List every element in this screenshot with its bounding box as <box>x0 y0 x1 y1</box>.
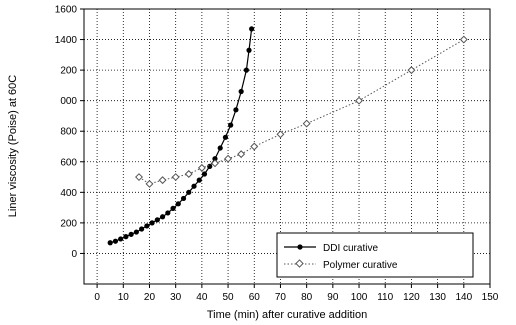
y-tick-label: 000 <box>60 96 77 107</box>
data-point <box>233 107 239 113</box>
data-point <box>249 26 255 32</box>
x-tick-label: 70 <box>275 292 287 303</box>
data-point <box>201 171 208 177</box>
data-point <box>154 217 160 223</box>
data-point <box>128 231 134 237</box>
data-point <box>158 176 167 185</box>
x-axis-title: Time (min) after curative addition <box>207 309 367 321</box>
x-tick-label: 120 <box>403 292 420 303</box>
x-tick-label: 90 <box>327 292 339 303</box>
y-tick-label: 600 <box>60 157 77 168</box>
x-tick-label: 30 <box>170 292 182 303</box>
legend-label-ddi: DDI curative <box>323 243 378 254</box>
x-tick-label: 80 <box>301 292 313 303</box>
data-point <box>144 223 150 229</box>
x-axis-ticks: 0 10 20 30 40 50 60 70 80 90 100 110 120 130 140 150 <box>94 284 499 303</box>
y-tick-label: 800 <box>60 127 77 138</box>
series-polymer-curative <box>135 35 468 188</box>
data-point <box>211 159 219 168</box>
data-point <box>459 35 468 44</box>
y-tick-label: 200 <box>60 218 77 229</box>
data-point <box>237 150 246 159</box>
data-point <box>186 189 192 195</box>
data-point <box>355 96 363 105</box>
data-point <box>107 240 113 246</box>
data-point <box>171 173 180 182</box>
data-point <box>228 122 234 128</box>
data-point <box>149 220 155 226</box>
x-tick-label: 100 <box>351 292 368 303</box>
data-point <box>224 154 233 163</box>
data-point <box>123 234 129 240</box>
legend: DDI curative Polymer curative <box>276 232 474 278</box>
y-axis-title: Liner viscosity (Poise) at 60C <box>7 75 19 217</box>
x-tick-label: 50 <box>223 292 235 303</box>
legend-box <box>276 232 474 278</box>
data-point <box>133 229 139 235</box>
x-tick-label: 60 <box>249 292 261 303</box>
data-point <box>180 195 187 202</box>
y-tick-label: 1600 <box>55 5 78 16</box>
data-point <box>243 67 249 73</box>
data-point <box>197 163 206 172</box>
data-point <box>246 47 252 53</box>
x-tick-label: 0 <box>94 292 100 303</box>
data-point <box>250 142 259 151</box>
data-point <box>118 236 124 242</box>
data-point <box>184 170 193 178</box>
data-point <box>175 201 181 207</box>
y-tick-label: 1400 <box>55 35 78 46</box>
y-tick-label: 200 <box>60 66 77 77</box>
data-point <box>407 66 416 75</box>
x-tick-label: 40 <box>196 292 208 303</box>
x-tick-label: 20 <box>144 292 156 303</box>
y-axis-ticks: 0 200 400 600 800 000 200 1400 1600 <box>55 5 84 260</box>
x-tick-label: 10 <box>118 292 130 303</box>
data-point <box>191 183 197 189</box>
legend-marker-polymer <box>295 259 304 268</box>
data-point <box>212 156 218 162</box>
data-point <box>135 173 143 182</box>
data-point <box>139 226 145 232</box>
data-point <box>145 179 154 188</box>
data-point <box>170 205 176 211</box>
legend-marker-ddi <box>297 244 303 250</box>
x-tick-label: 150 <box>482 292 499 303</box>
data-point <box>112 238 119 244</box>
x-tick-label: 110 <box>377 292 393 303</box>
data-point <box>276 130 285 139</box>
y-tick-label: 400 <box>60 188 77 199</box>
data-point <box>222 134 229 140</box>
data-point <box>165 210 171 216</box>
data-point <box>159 214 166 220</box>
x-tick-label: 130 <box>429 292 446 303</box>
data-point <box>217 145 223 151</box>
series-layer <box>107 26 468 246</box>
data-point <box>238 88 244 95</box>
y-tick-label: 0 <box>71 249 77 260</box>
legend-label-polymer: Polymer curative <box>323 260 398 271</box>
data-point <box>302 119 311 128</box>
x-tick-label: 140 <box>455 292 472 303</box>
series-ddi-curative <box>107 26 255 246</box>
data-point <box>196 177 202 183</box>
